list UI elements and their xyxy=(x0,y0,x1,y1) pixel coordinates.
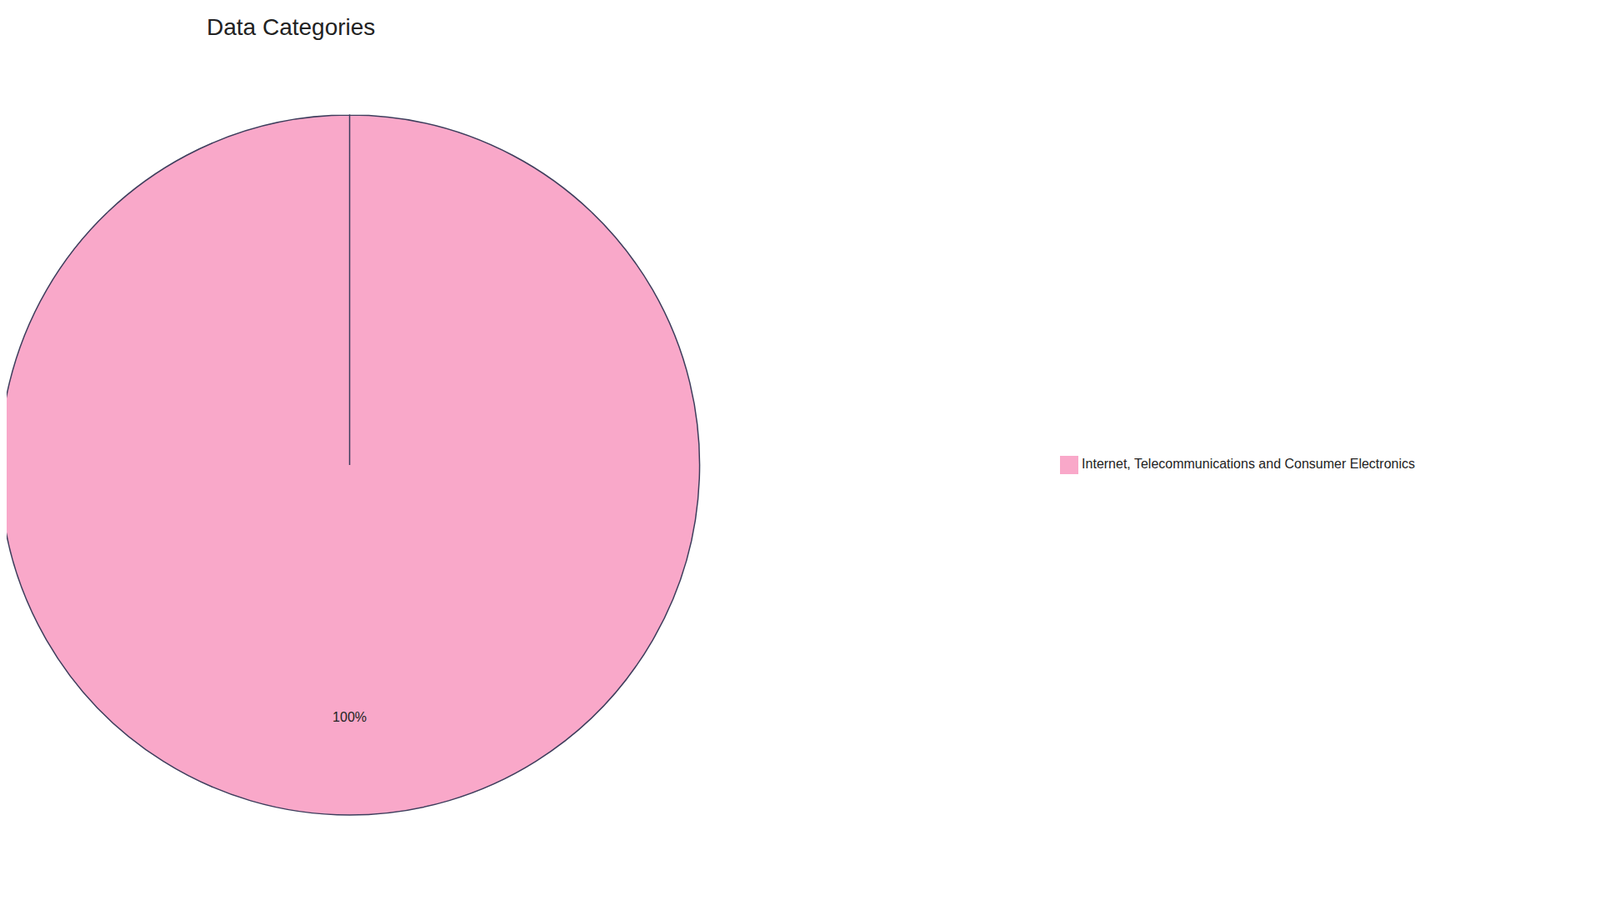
svg-text:100%: 100% xyxy=(332,710,367,725)
html-text:Data Categories: Data Categories xyxy=(206,14,376,40)
html-text:Internet, Telecommunications a: Internet, Telecommunications and Consume… xyxy=(1081,456,1415,471)
